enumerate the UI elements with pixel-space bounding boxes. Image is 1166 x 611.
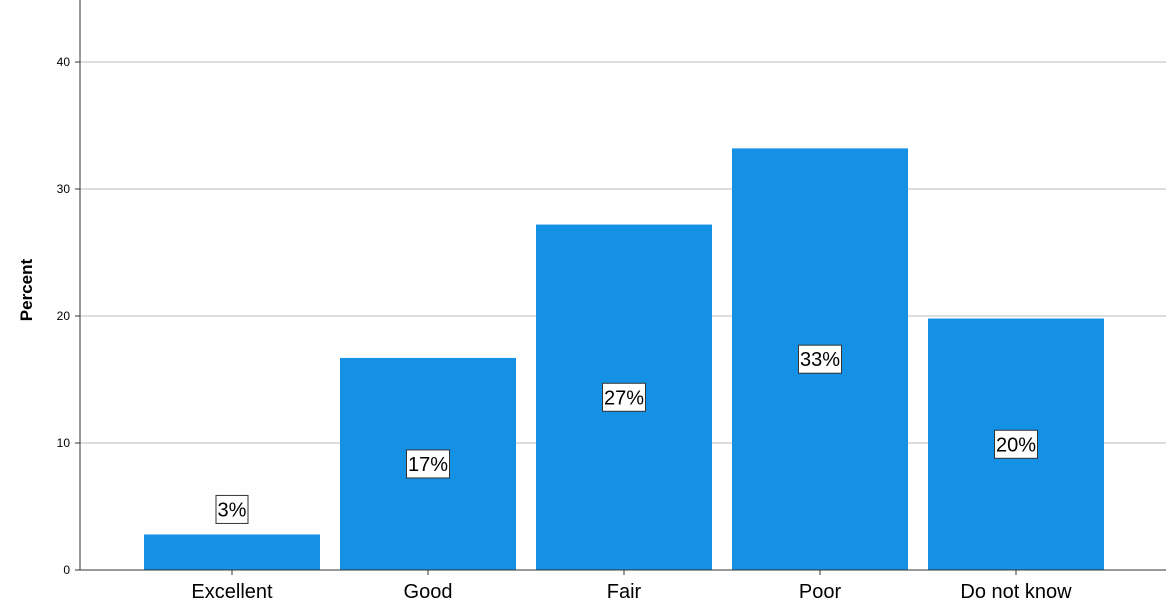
x-tick-labels: Excellent Good Fair Poor Do not know xyxy=(191,570,1072,603)
data-label-frame xyxy=(994,429,1038,459)
y-tick-label: 0 xyxy=(63,563,70,577)
data-label-box: 3% xyxy=(215,494,249,524)
bar-excellent xyxy=(144,534,320,570)
x-tick-label: Do not know xyxy=(960,581,1072,603)
axes xyxy=(79,0,1166,571)
y-axis-title: Percent xyxy=(17,258,36,321)
data-label-frame xyxy=(215,494,249,524)
data-label: 20% xyxy=(996,434,1036,456)
data-label: 17% xyxy=(408,454,448,476)
y-tick-labels: 0 10 20 30 40 xyxy=(57,55,80,577)
data-label-box: 17% xyxy=(406,449,450,479)
data-label: 3% xyxy=(218,499,247,521)
data-label-box: 27% xyxy=(602,382,646,412)
y-tick-label: 10 xyxy=(57,436,71,450)
data-labels: 3% 17% 27% 33% 20% xyxy=(215,344,1038,524)
data-label-box: 20% xyxy=(994,429,1038,459)
x-tick-label: Poor xyxy=(799,581,842,603)
data-label-box: 33% xyxy=(798,344,842,374)
x-tick-label: Fair xyxy=(607,581,642,603)
data-label-frame xyxy=(406,449,450,479)
y-tick-label: 30 xyxy=(57,182,71,196)
data-label-frame xyxy=(602,382,646,412)
bars xyxy=(144,148,1104,571)
data-label-frame xyxy=(798,344,842,374)
y-tick-label: 20 xyxy=(57,309,71,323)
data-label: 33% xyxy=(800,349,840,371)
y-tick-label: 40 xyxy=(57,55,71,69)
data-label: 27% xyxy=(604,387,644,409)
x-tick-label: Good xyxy=(404,581,453,603)
x-tick-label: Excellent xyxy=(191,581,273,603)
